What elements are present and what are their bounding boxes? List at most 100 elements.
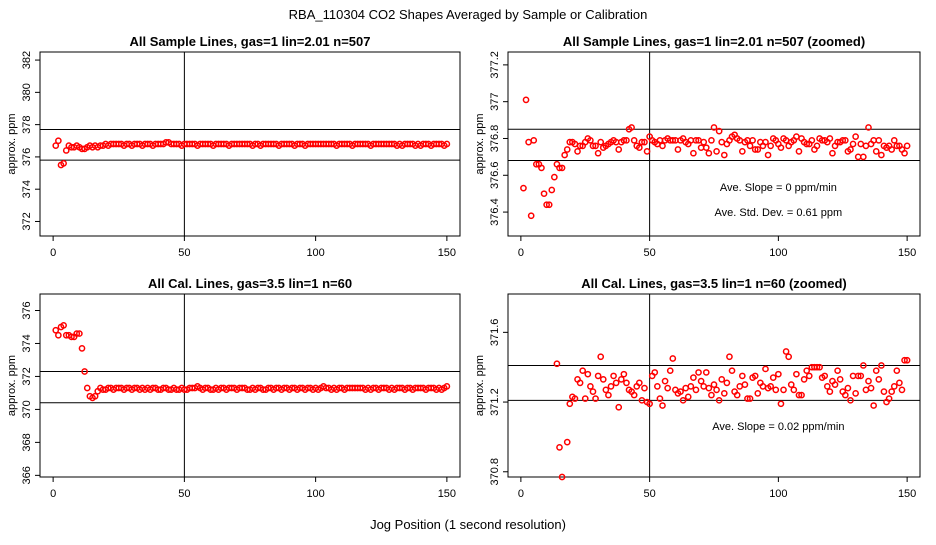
panel-2-data-point bbox=[641, 138, 648, 146]
panel-4-data-point bbox=[872, 367, 880, 375]
panel-4-data-point bbox=[803, 367, 811, 375]
panel-4-data-point bbox=[841, 391, 849, 399]
panel-2-data-point bbox=[705, 149, 713, 157]
panel-4-data-point bbox=[901, 356, 908, 364]
panel-2-data-point bbox=[860, 153, 867, 161]
panel-3-data-point bbox=[91, 392, 99, 400]
panel-2-data-point bbox=[749, 136, 756, 144]
panel-2-data-point bbox=[808, 136, 816, 144]
panel-3-ytick-label: 366 bbox=[21, 466, 33, 484]
panel-2-data-point bbox=[839, 136, 847, 144]
panel-2-ytick-label: 376.4 bbox=[489, 198, 501, 226]
panel-4-data-point bbox=[654, 383, 661, 390]
panel-2-data-point bbox=[638, 138, 646, 146]
panel-2-data-point bbox=[623, 136, 630, 144]
panel-2-data-point bbox=[777, 144, 785, 152]
panel-2-xtick-label: 150 bbox=[898, 247, 916, 259]
panel-4-data-point bbox=[775, 370, 782, 378]
panel-4-data-point bbox=[751, 372, 759, 380]
panel-4-data-point bbox=[620, 370, 628, 378]
panel-4-data-point bbox=[870, 402, 878, 409]
panel-4-data-point bbox=[800, 376, 808, 383]
panel-4-data-point bbox=[630, 391, 638, 399]
panel-2-data-point bbox=[576, 142, 584, 150]
panel-3-ytick-label: 370 bbox=[21, 400, 33, 418]
panel-4-data-point bbox=[780, 386, 787, 394]
panel-4-data-point bbox=[723, 379, 731, 387]
panel-4-xtick-label: 50 bbox=[644, 488, 656, 500]
panel-2-data-point bbox=[527, 212, 535, 220]
panel-4-data-point bbox=[684, 393, 692, 401]
panel-4-data-point bbox=[790, 386, 798, 394]
panel-1-ytick-label: 382 bbox=[21, 51, 33, 69]
panel-2-frame bbox=[507, 51, 921, 237]
panel-4-data-point bbox=[610, 372, 617, 380]
panel-2-data-point bbox=[901, 149, 908, 157]
panel-1-ytick-label: 376 bbox=[21, 148, 33, 166]
panel-2-data-point bbox=[540, 190, 548, 198]
panel-2-data-point bbox=[592, 142, 599, 150]
panel-4-data-point bbox=[579, 367, 587, 375]
panel-4-data-point bbox=[692, 386, 700, 394]
panel-4-data-point bbox=[553, 360, 561, 368]
panel-4-data-point bbox=[867, 384, 875, 392]
panel-2-data-point bbox=[875, 136, 883, 144]
panel-2-annotation-2: Ave. Std. Dev. = 0.61 ppm bbox=[715, 207, 843, 219]
panel-4-xtick-label: 0 bbox=[518, 488, 524, 500]
panel-4-data-point bbox=[831, 381, 839, 388]
panel-2-ytick-label: 377 bbox=[489, 93, 501, 111]
panel-4-data-point bbox=[844, 384, 852, 392]
panel-2-data-point bbox=[669, 136, 677, 144]
panel-4-data-point bbox=[587, 383, 594, 390]
panel-4-data-point bbox=[875, 376, 883, 383]
panel-2-data-point bbox=[847, 146, 854, 153]
panel-4-data-point bbox=[865, 377, 872, 385]
panel-4-data-point bbox=[599, 376, 607, 383]
panel-3-ytick-label: 374 bbox=[21, 334, 33, 352]
panel-4-ylabel: approx. ppm bbox=[474, 355, 486, 416]
panel-1-ylabel: approx. ppm bbox=[6, 113, 18, 174]
panel-2-data-point bbox=[674, 146, 682, 153]
panel-2-ytick-label: 377.2 bbox=[489, 51, 501, 79]
panel-1-xtick-label: 100 bbox=[306, 247, 324, 259]
panel-2-ylabel: approx. ppm bbox=[474, 113, 486, 174]
panel-2-ytick-label: 376.8 bbox=[489, 125, 501, 153]
panel-4-frame bbox=[507, 293, 921, 478]
panel-4-data-point bbox=[769, 374, 777, 382]
panel-2-data-point bbox=[563, 146, 571, 153]
panel-2-data-point bbox=[762, 138, 769, 146]
figure-title: RBA_110304 CO2 Shapes Averaged by Sample… bbox=[289, 7, 648, 22]
panel-2-data-point bbox=[659, 142, 666, 150]
panel-4-data-point bbox=[733, 391, 741, 399]
panel-2-data-point bbox=[522, 96, 530, 104]
panel-2-data-point bbox=[813, 142, 821, 150]
panel-4-data-point bbox=[702, 369, 710, 376]
panel-4-data-point bbox=[623, 379, 630, 387]
panel-2-data-point bbox=[708, 136, 715, 144]
panel-4-data-point bbox=[589, 388, 597, 395]
panel-2-data-point bbox=[865, 124, 872, 131]
panel-4-data-point bbox=[805, 372, 813, 380]
panel-3-ytick-label: 372 bbox=[21, 367, 33, 385]
panel-4-data-point bbox=[705, 384, 713, 392]
panel-4-data-point bbox=[594, 372, 602, 380]
panel-4-data-point bbox=[878, 362, 885, 369]
panel-4-data-point bbox=[813, 363, 821, 371]
panel-4-data-point bbox=[847, 396, 854, 404]
panel-4-title: All Cal. Lines, gas=3.5 lin=1 n=60 (zoom… bbox=[581, 276, 847, 291]
panel-2-data-point bbox=[690, 149, 697, 157]
panel-2-data-point bbox=[754, 146, 762, 153]
panel-2-data-point bbox=[548, 186, 556, 194]
panel-3-data-point bbox=[68, 333, 75, 341]
panel-4-data-point bbox=[566, 400, 574, 408]
panel-2-data-point bbox=[890, 136, 898, 144]
panel-4-data-point bbox=[581, 395, 589, 402]
panel-4-data-point bbox=[576, 379, 584, 387]
panel-4-data-point bbox=[708, 391, 715, 399]
panel-4-data-point bbox=[852, 389, 859, 397]
panel-1-data-point bbox=[60, 160, 67, 167]
panel-4-ytick-label: 370.8 bbox=[489, 458, 501, 486]
panel-2-data-point bbox=[751, 146, 759, 153]
panel-2-data-point bbox=[893, 142, 901, 150]
